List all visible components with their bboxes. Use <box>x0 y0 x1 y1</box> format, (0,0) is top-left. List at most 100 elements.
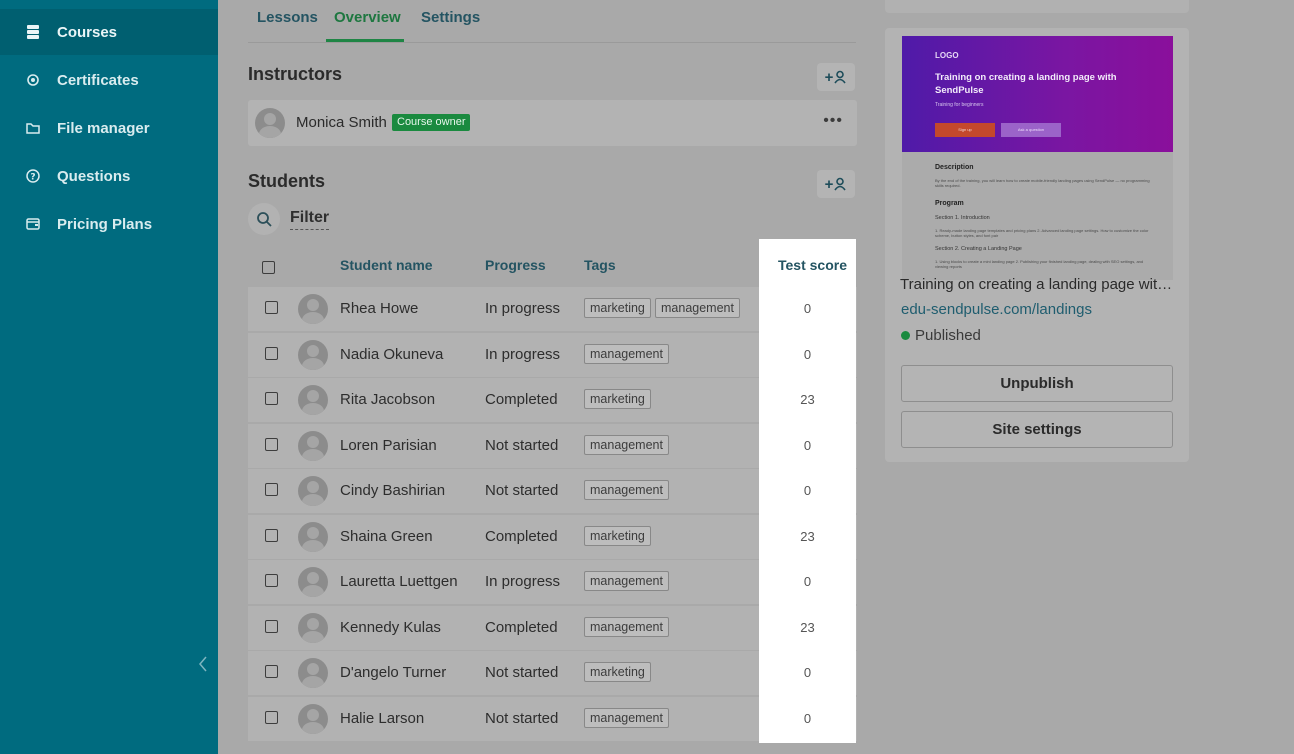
test-score-value: 23 <box>800 620 815 635</box>
thumbnail-hero: LOGO Training on creating a landing page… <box>902 36 1173 152</box>
tab-overview[interactable]: Overview <box>334 9 401 26</box>
student-name[interactable]: Kennedy Kulas <box>340 619 441 636</box>
table-row[interactable]: D'angelo Turner Not started marketing <box>248 651 857 695</box>
user-icon <box>834 70 847 84</box>
student-progress: Completed <box>485 391 558 408</box>
thumbnail-section1: Section 1. Introduction <box>935 215 990 221</box>
tag-badge: management <box>584 571 669 591</box>
table-row[interactable]: Cindy Bashirian Not started management <box>248 469 857 513</box>
student-progress: In progress <box>485 346 561 363</box>
thumbnail-signup-button: Sign up <box>935 123 995 137</box>
student-name[interactable]: Lauretta Luettgen <box>340 573 458 590</box>
instructors-title: Instructors <box>248 64 343 84</box>
status-badge: Published <box>901 327 981 344</box>
sidebar-item-file-manager[interactable]: File manager <box>0 105 218 151</box>
status-label: Published <box>915 327 981 344</box>
thumbnail-subtitle: Training for beginners <box>935 102 984 108</box>
more-options-icon[interactable]: ••• <box>823 112 843 129</box>
row-checkbox[interactable] <box>265 301 278 314</box>
sidebar-item-questions[interactable]: ? Questions <box>0 153 218 199</box>
table-row[interactable]: Nadia Okuneva In progress management <box>248 333 857 377</box>
test-score-value: 23 <box>800 529 815 544</box>
student-progress: Completed <box>485 619 558 636</box>
test-score-column: Test score 0 0 23 0 0 23 0 23 0 0 <box>759 239 856 743</box>
avatar <box>298 476 328 506</box>
top-card <box>885 0 1189 13</box>
column-tags[interactable]: Tags <box>584 257 616 273</box>
thumbnail-description-text: By the end of the training, you will lea… <box>935 178 1150 188</box>
thumbnail-logo: LOGO <box>935 51 959 60</box>
add-student-label: + <box>824 175 834 193</box>
table-row[interactable]: Loren Parisian Not started management <box>248 424 857 468</box>
test-score-value: 0 <box>803 347 812 362</box>
test-score-value: 0 <box>803 711 812 726</box>
student-name[interactable]: Loren Parisian <box>340 437 437 454</box>
unpublish-button[interactable]: Unpublish <box>901 365 1173 402</box>
search-icon[interactable] <box>248 203 280 235</box>
add-instructor-button[interactable]: + <box>817 63 855 91</box>
thumbnail-title: Training on creating a landing page with… <box>935 72 1117 96</box>
table-row[interactable]: Kennedy Kulas Completed management <box>248 606 857 650</box>
filter-label[interactable]: Filter <box>290 209 330 230</box>
sidebar-item-certificates[interactable]: Certificates <box>0 57 218 103</box>
column-progress[interactable]: Progress <box>485 257 546 273</box>
site-settings-button[interactable]: Site settings <box>901 411 1173 448</box>
chevron-left-icon[interactable] <box>196 653 210 675</box>
tab-lessons[interactable]: Lessons <box>257 9 318 26</box>
avatar <box>298 340 328 370</box>
student-name[interactable]: Halie Larson <box>340 710 425 727</box>
row-checkbox[interactable] <box>265 392 278 405</box>
add-student-button[interactable]: + <box>817 170 855 198</box>
students-title: Students <box>248 171 326 191</box>
student-name[interactable]: Nadia Okuneva <box>340 346 444 363</box>
tag-badge: marketing <box>584 662 651 682</box>
sidebar: Courses Certificates File manager ? Ques… <box>0 0 218 754</box>
table-row[interactable]: Lauretta Luettgen In progress management <box>248 560 857 604</box>
table-row[interactable]: Rita Jacobson Completed marketing <box>248 378 857 422</box>
question-icon: ? <box>24 167 42 185</box>
row-checkbox[interactable] <box>265 483 278 496</box>
sidebar-item-pricing-plans[interactable]: Pricing Plans <box>0 201 218 247</box>
svg-text:?: ? <box>30 173 35 183</box>
column-test-score[interactable]: Test score <box>778 257 847 273</box>
student-progress: Not started <box>485 664 559 681</box>
row-checkbox[interactable] <box>265 347 278 360</box>
site-thumbnail[interactable]: LOGO Training on creating a landing page… <box>902 36 1173 280</box>
avatar <box>298 658 328 688</box>
sidebar-item-courses[interactable]: Courses <box>0 9 218 55</box>
courses-icon <box>24 23 42 41</box>
site-link[interactable]: edu-sendpulse.com/landings <box>901 301 1092 318</box>
student-name[interactable]: Rita Jacobson <box>340 391 436 408</box>
student-progress: Completed <box>485 528 558 545</box>
course-tabs: Lessons Overview Settings <box>248 0 856 43</box>
tag-badge: management <box>584 435 669 455</box>
row-checkbox[interactable] <box>265 574 278 587</box>
student-name[interactable]: D'angelo Turner <box>340 664 447 681</box>
table-row[interactable]: Rhea Howe In progress marketing management <box>248 287 857 331</box>
folder-icon <box>24 119 42 137</box>
select-all-checkbox[interactable] <box>262 261 275 274</box>
student-progress: Not started <box>485 482 559 499</box>
test-score-value: 0 <box>803 574 812 589</box>
sidebar-item-label: File manager <box>57 119 150 137</box>
row-checkbox[interactable] <box>265 711 278 724</box>
test-score-value: 23 <box>800 392 815 407</box>
row-checkbox[interactable] <box>265 438 278 451</box>
row-checkbox[interactable] <box>265 529 278 542</box>
tag-badge: marketing <box>584 298 651 318</box>
student-name[interactable]: Cindy Bashirian <box>340 482 446 499</box>
table-row[interactable]: Halie Larson Not started management <box>248 697 857 741</box>
row-checkbox[interactable] <box>265 620 278 633</box>
tag-badge: marketing <box>584 526 651 546</box>
tag-badge: management <box>584 480 669 500</box>
table-header: Student name Progress Tags <box>248 250 857 280</box>
tab-settings[interactable]: Settings <box>421 9 481 26</box>
sidebar-item-label: Courses <box>57 23 118 41</box>
student-name[interactable]: Shaina Green <box>340 528 433 545</box>
sidebar-item-label: Certificates <box>57 71 139 89</box>
student-name[interactable]: Rhea Howe <box>340 300 419 317</box>
table-row[interactable]: Shaina Green Completed marketing <box>248 515 857 559</box>
column-student-name[interactable]: Student name <box>340 257 433 273</box>
wallet-icon <box>24 215 42 233</box>
row-checkbox[interactable] <box>265 665 278 678</box>
